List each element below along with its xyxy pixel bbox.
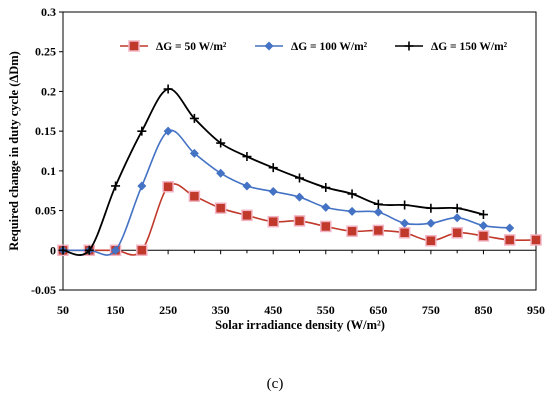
data-point bbox=[400, 218, 410, 228]
data-point bbox=[136, 244, 148, 257]
data-point bbox=[452, 203, 462, 213]
data-point bbox=[505, 223, 515, 233]
data-point bbox=[320, 220, 332, 233]
x-axis-title: Solar irradiance density (W/m²) bbox=[215, 318, 385, 332]
series-2 bbox=[58, 126, 515, 256]
y-tick-label: -0.05 bbox=[31, 283, 56, 297]
y-tick-label: 0.3 bbox=[41, 5, 56, 19]
y-tick-label: 0.25 bbox=[35, 45, 56, 59]
data-point bbox=[530, 234, 542, 246]
data-point bbox=[452, 213, 462, 223]
x-tick-label: 850 bbox=[474, 303, 492, 317]
legend: ΔG = 50 W/m² ΔG = 100 W/m² ΔG = 150 W/m² bbox=[120, 40, 508, 53]
legend-label: ΔG = 100 W/m² bbox=[291, 41, 368, 53]
x-tick-label: 150 bbox=[107, 303, 125, 317]
x-tick-label: 650 bbox=[369, 303, 387, 317]
data-point bbox=[426, 218, 436, 228]
data-point bbox=[216, 138, 226, 148]
data-point bbox=[189, 113, 199, 123]
data-point bbox=[321, 183, 331, 193]
legend-marker bbox=[404, 41, 414, 51]
data-point bbox=[373, 207, 383, 217]
legend-label: ΔG = 50 W/m² bbox=[156, 41, 227, 53]
data-point bbox=[111, 245, 121, 255]
data-point bbox=[163, 84, 173, 94]
x-tick-label: 450 bbox=[264, 303, 282, 317]
data-point bbox=[241, 209, 253, 222]
data-point bbox=[84, 245, 94, 255]
plot-area bbox=[62, 11, 537, 291]
y-tick-label: 0.15 bbox=[35, 124, 56, 138]
data-point bbox=[242, 152, 252, 162]
y-tick-label: 0.05 bbox=[35, 204, 56, 218]
data-point bbox=[242, 181, 252, 191]
y-axis-title: Required change in duty cycle (ΔDm) bbox=[7, 51, 21, 251]
data-point bbox=[347, 189, 357, 199]
legend-marker bbox=[264, 41, 274, 51]
legend-entry: ΔG = 150 W/m² bbox=[395, 41, 508, 53]
data-point bbox=[58, 245, 68, 255]
figure-caption: (c) bbox=[267, 376, 284, 392]
series-line bbox=[62, 129, 510, 256]
data-point bbox=[189, 148, 199, 158]
legend-entry: ΔG = 100 W/m² bbox=[255, 41, 368, 53]
data-point bbox=[478, 221, 488, 231]
data-point bbox=[137, 181, 147, 191]
data-point bbox=[321, 202, 331, 212]
data-point bbox=[214, 202, 227, 214]
x-tick-label: 350 bbox=[212, 303, 230, 317]
data-point bbox=[137, 126, 147, 136]
x-tick-label: 550 bbox=[317, 303, 335, 317]
series-3 bbox=[58, 84, 488, 256]
data-point bbox=[267, 215, 279, 228]
x-tick-label: 750 bbox=[422, 303, 440, 317]
data-point bbox=[478, 210, 488, 220]
data-point bbox=[111, 181, 121, 191]
data-point bbox=[293, 215, 306, 227]
y-tick-label: 0.2 bbox=[41, 84, 56, 98]
y-tick-label: 0.1 bbox=[41, 164, 56, 178]
data-point bbox=[162, 180, 174, 193]
x-tick-label: 50 bbox=[57, 303, 69, 317]
data-point bbox=[373, 199, 383, 209]
data-point bbox=[295, 173, 304, 183]
data-point bbox=[503, 234, 516, 246]
x-tick-label: 950 bbox=[527, 303, 545, 317]
y-tick-label: 0 bbox=[50, 243, 56, 257]
legend-entry: ΔG = 50 W/m² bbox=[120, 40, 227, 53]
data-point bbox=[188, 190, 201, 203]
data-point bbox=[216, 168, 226, 178]
data-point bbox=[477, 230, 490, 242]
data-point bbox=[425, 235, 437, 247]
data-point bbox=[400, 200, 410, 210]
data-point bbox=[346, 225, 358, 237]
legend-marker bbox=[128, 40, 140, 52]
data-point bbox=[451, 227, 463, 239]
data-point bbox=[347, 206, 357, 216]
data-point bbox=[426, 203, 436, 213]
data-point bbox=[398, 227, 411, 239]
data-point bbox=[372, 224, 385, 237]
data-point bbox=[163, 126, 173, 136]
data-point bbox=[268, 163, 278, 173]
data-point bbox=[295, 192, 304, 202]
series-layer bbox=[57, 84, 542, 257]
x-tick-label: 250 bbox=[159, 303, 177, 317]
axes: 50 150 250 350 450 550 650 750 850 950 0.3 0.25 0.2 0… bbox=[31, 5, 545, 317]
legend-label: ΔG = 150 W/m² bbox=[431, 41, 508, 53]
data-point bbox=[268, 187, 278, 197]
